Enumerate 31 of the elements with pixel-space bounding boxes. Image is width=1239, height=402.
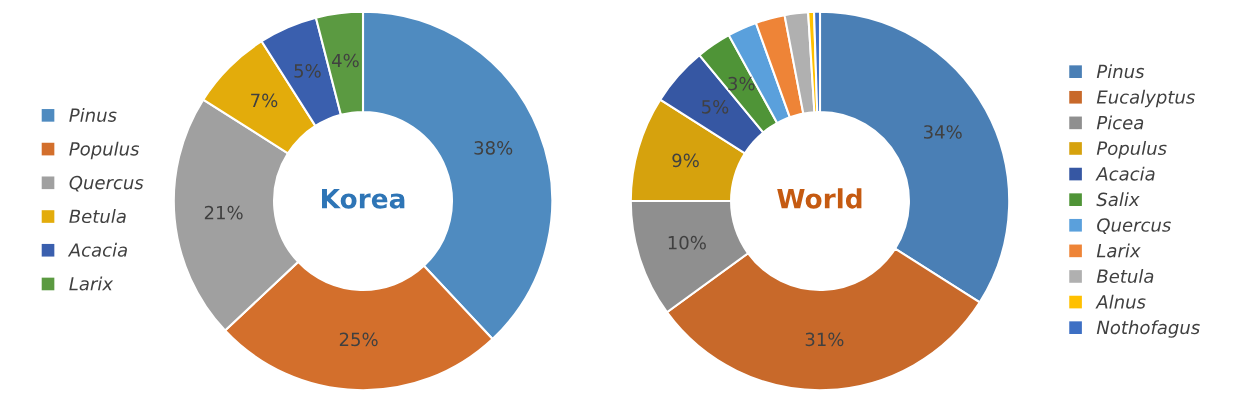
legend-label: Pinus xyxy=(69,107,117,122)
legend-label: Salix xyxy=(1096,192,1140,207)
text: World xyxy=(777,188,862,209)
legend-label: Nothofagus xyxy=(1096,320,1200,338)
data-label: 7% xyxy=(251,93,278,108)
legend-label: Betula xyxy=(69,209,126,224)
data-label: 3% xyxy=(728,76,755,91)
data-label: 10% xyxy=(668,235,706,250)
legend-label: Quercus xyxy=(1097,218,1171,234)
data-label: 38% xyxy=(474,141,513,155)
legend-label: Quercus xyxy=(69,175,144,192)
data-label: 5% xyxy=(702,99,729,114)
legend-label: Larix xyxy=(1096,243,1141,258)
legend-label: Picea xyxy=(1096,115,1144,130)
data-label: 21% xyxy=(204,205,243,220)
data-label: 31% xyxy=(805,332,844,347)
legend-label: Populus xyxy=(1096,141,1167,159)
data-label: 4% xyxy=(332,53,359,68)
legend-label: Acacia xyxy=(1095,166,1155,181)
legend-label: Acacia xyxy=(67,242,127,257)
legend-label: Pinus xyxy=(1096,64,1145,79)
data-label: 34% xyxy=(924,125,962,139)
legend-label: Alnus xyxy=(1095,294,1146,309)
legend-label: Betula xyxy=(1096,269,1154,284)
text: Korea xyxy=(322,189,405,209)
legend-label: Eucalyptus xyxy=(1096,89,1195,108)
legend-label: Larix xyxy=(69,276,114,291)
legend-label: Populus xyxy=(69,141,140,160)
data-label: 5% xyxy=(294,64,321,78)
data-label: 9% xyxy=(672,153,699,168)
data-label: 25% xyxy=(339,332,378,347)
